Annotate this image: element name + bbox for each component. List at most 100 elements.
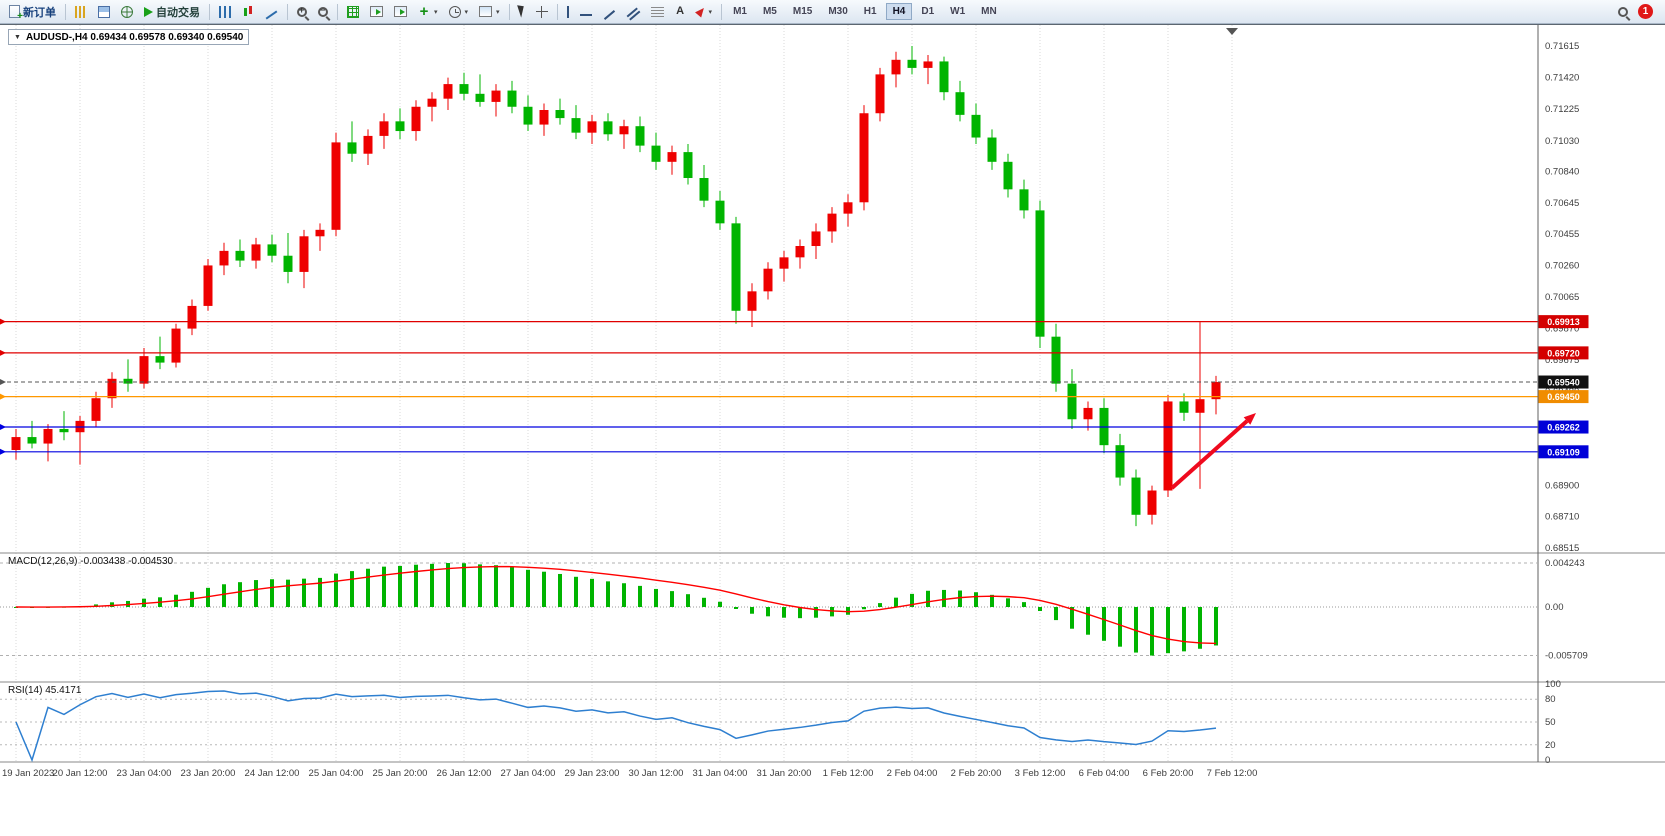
svg-text:31 Jan 20:00: 31 Jan 20:00 bbox=[757, 768, 812, 779]
macd-bar bbox=[734, 607, 738, 609]
macd-bar bbox=[1166, 607, 1170, 654]
candle bbox=[411, 106, 421, 132]
trendline-tool-button[interactable] bbox=[598, 2, 621, 22]
zoom-out-button[interactable] bbox=[313, 2, 333, 22]
channel-tool-button[interactable] bbox=[622, 2, 645, 22]
macd-bar bbox=[510, 567, 514, 607]
chart-window: 0.71615 0.71420 0.71225 0.71030 0.70840 0.706… bbox=[0, 24, 1665, 789]
macd-bar bbox=[318, 577, 322, 607]
market-watch-button[interactable] bbox=[70, 2, 92, 22]
template-icon bbox=[479, 6, 493, 17]
macd-bar bbox=[1182, 607, 1186, 652]
macd-bar bbox=[846, 607, 850, 615]
svg-text:19 Jan 2023: 19 Jan 2023 bbox=[2, 768, 54, 779]
bar-chart-mode-button[interactable] bbox=[214, 2, 236, 22]
zoom-in-icon bbox=[297, 5, 307, 17]
arrow-head bbox=[1243, 413, 1256, 425]
timeframe-button-mn[interactable]: MN bbox=[974, 3, 1004, 20]
macd-bar bbox=[750, 607, 754, 614]
candle bbox=[267, 244, 277, 256]
tile-windows-button[interactable] bbox=[342, 2, 364, 22]
auto-trading-button[interactable]: 自动交易 bbox=[139, 2, 205, 22]
macd-bar bbox=[686, 594, 690, 607]
candle bbox=[891, 59, 901, 75]
candlestick-mode-button[interactable] bbox=[237, 2, 259, 22]
macd-bar bbox=[1150, 607, 1154, 656]
periods-button[interactable]: ▾ bbox=[444, 2, 474, 22]
chart-plot-area[interactable] bbox=[0, 25, 1538, 762]
cursor-icon bbox=[516, 3, 527, 18]
horizontal-line-tool-button[interactable] bbox=[575, 2, 597, 22]
cursor-tool-button[interactable] bbox=[514, 2, 530, 22]
timeframe-button-m5[interactable]: M5 bbox=[756, 3, 784, 20]
candle bbox=[1195, 399, 1205, 413]
rsi-indicator-label: RSI(14) 45.4171 bbox=[8, 685, 82, 696]
price-badge bbox=[1538, 390, 1589, 404]
toolbar-separator bbox=[209, 3, 210, 20]
timeframe-button-w1[interactable]: W1 bbox=[943, 3, 972, 20]
timeframe-button-m1[interactable]: M1 bbox=[726, 3, 754, 20]
text-tool-button[interactable]: A bbox=[670, 2, 691, 22]
data-window-button[interactable] bbox=[93, 2, 115, 22]
macd-signal-line bbox=[15, 565, 1217, 645]
candle bbox=[571, 118, 581, 133]
chart-shift-marker[interactable] bbox=[1226, 28, 1238, 35]
macd-bar bbox=[1006, 598, 1010, 607]
templates-button[interactable]: ▾ bbox=[474, 2, 505, 22]
svg-text:1 Feb 12:00: 1 Feb 12:00 bbox=[823, 768, 874, 779]
candle bbox=[1211, 382, 1221, 400]
search-icon[interactable] bbox=[1618, 7, 1628, 17]
macd-bar bbox=[206, 587, 210, 607]
indicators-button[interactable]: + ▾ bbox=[413, 2, 443, 22]
svg-text:0.70840: 0.70840 bbox=[1545, 167, 1579, 178]
macd-bar bbox=[286, 579, 290, 607]
text-icon: A bbox=[676, 4, 685, 17]
timeframe-button-m15[interactable]: M15 bbox=[786, 3, 819, 20]
line-chart-mode-button[interactable] bbox=[260, 2, 283, 22]
candle bbox=[555, 110, 565, 119]
arrows-tool-button[interactable]: ▾ bbox=[692, 2, 718, 22]
svg-text:0.69450: 0.69450 bbox=[1547, 392, 1580, 402]
candle bbox=[507, 90, 517, 107]
candle bbox=[155, 356, 165, 363]
svg-text:29 Jan 23:00: 29 Jan 23:00 bbox=[565, 768, 620, 779]
chart-shift-button[interactable] bbox=[389, 2, 412, 22]
svg-text:2 Feb 20:00: 2 Feb 20:00 bbox=[951, 768, 1002, 779]
timeframe-button-d1[interactable]: D1 bbox=[914, 3, 941, 20]
notification-badge[interactable]: 1 bbox=[1638, 4, 1653, 19]
candle bbox=[779, 257, 789, 269]
line-left-marker bbox=[0, 379, 6, 386]
timeframe-button-h1[interactable]: H1 bbox=[857, 3, 884, 20]
timeframe-button-h4[interactable]: H4 bbox=[885, 3, 913, 20]
terminal-button[interactable] bbox=[116, 2, 138, 22]
candle bbox=[1067, 383, 1077, 420]
timeframe-button-m30[interactable]: M30 bbox=[821, 3, 854, 20]
macd-bar bbox=[238, 582, 242, 607]
new-order-label: 新订单 bbox=[23, 6, 56, 19]
macd-bar bbox=[430, 563, 434, 607]
crosshair-tool-button[interactable] bbox=[531, 2, 553, 22]
svg-text:-0.005709: -0.005709 bbox=[1545, 651, 1588, 662]
auto-scroll-button[interactable] bbox=[365, 2, 388, 22]
candle bbox=[123, 378, 133, 384]
vertical-line-tool-button[interactable] bbox=[562, 2, 574, 22]
svg-text:6 Feb 04:00: 6 Feb 04:00 bbox=[1079, 768, 1130, 779]
line-left-marker bbox=[0, 393, 6, 400]
fibonacci-tool-button[interactable] bbox=[646, 2, 669, 22]
svg-text:24 Jan 12:00: 24 Jan 12:00 bbox=[245, 768, 300, 779]
svg-text:0.69870: 0.69870 bbox=[1545, 324, 1579, 335]
price-badge bbox=[1538, 315, 1589, 329]
svg-text:0.70455: 0.70455 bbox=[1545, 229, 1579, 240]
time-axis[interactable] bbox=[0, 762, 1665, 789]
symbol-selector[interactable]: ▼ AUDUSD-,H4 0.69434 0.69578 0.69340 0.6… bbox=[8, 29, 250, 45]
candle bbox=[539, 110, 549, 125]
new-order-button[interactable]: 新订单 bbox=[4, 2, 61, 22]
candle bbox=[203, 265, 213, 306]
macd-bar bbox=[574, 576, 578, 607]
price-badge bbox=[1538, 420, 1589, 434]
candle bbox=[491, 90, 501, 102]
panel-separators bbox=[0, 25, 1665, 763]
svg-text:30 Jan 12:00: 30 Jan 12:00 bbox=[629, 768, 684, 779]
trend-arrow-annotation[interactable] bbox=[1170, 413, 1256, 490]
zoom-in-button[interactable] bbox=[292, 2, 312, 22]
